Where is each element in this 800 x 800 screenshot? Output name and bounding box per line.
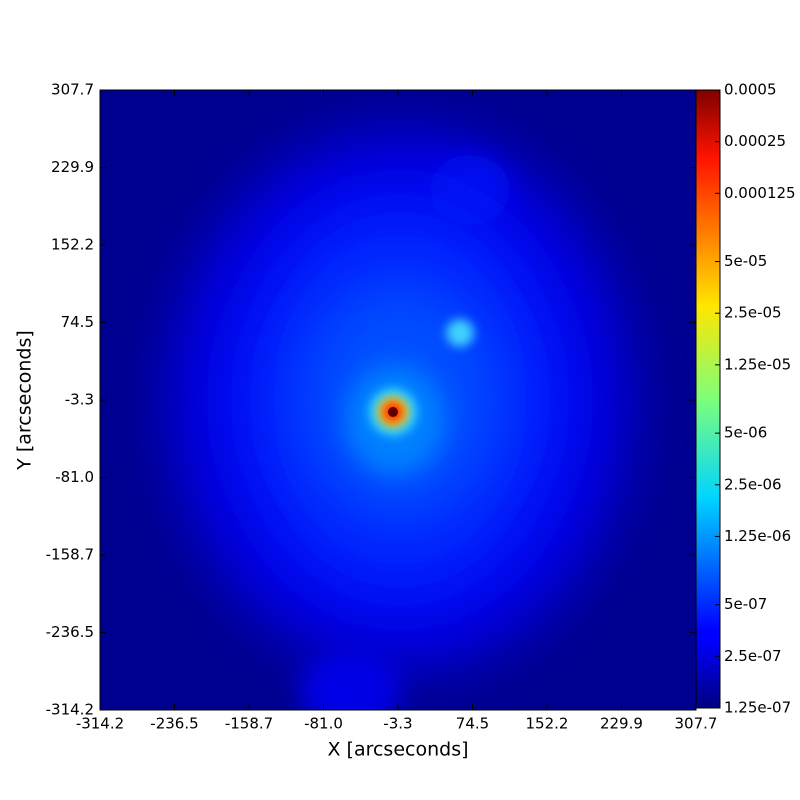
colorbar-tick-label: 2.5e-06 — [724, 475, 782, 493]
x-axis-label: X [arcseconds] — [327, 739, 468, 761]
colorbar-tick-label: 1.25e-05 — [724, 355, 791, 373]
x-tick-label: -81.0 — [304, 715, 343, 733]
x-tick-label: -3.3 — [383, 715, 412, 733]
colorbar-tick-label: 0.000125 — [724, 184, 796, 202]
y-tick-label: -158.7 — [46, 545, 94, 563]
y-tick-label: -81.0 — [55, 468, 94, 486]
colorbar-tick-label: 0.0005 — [724, 81, 777, 99]
y-tick-label: 74.5 — [61, 313, 94, 331]
colorbar-tick-label: 1.25e-07 — [724, 699, 791, 717]
x-tick-label: 152.2 — [525, 715, 568, 733]
colorbar-tick-label: 1.25e-06 — [724, 527, 791, 545]
colorbar-tick-label: 5e-05 — [724, 252, 767, 270]
colorbar-tick-label: 2.5e-05 — [724, 304, 782, 322]
x-tick-label: 307.7 — [675, 715, 718, 733]
x-tick-label: 74.5 — [456, 715, 489, 733]
y-axis-label: Y [arcseconds] — [14, 330, 36, 471]
y-tick-label: 152.2 — [51, 236, 94, 254]
colorbar-tick-label: 5e-06 — [724, 424, 767, 442]
y-tick-label: 229.9 — [51, 158, 94, 176]
x-tick-label: 229.9 — [600, 715, 643, 733]
y-tick-label: -3.3 — [65, 391, 94, 409]
colorbar-tick-label: 5e-07 — [724, 595, 767, 613]
y-tick-label: -236.5 — [46, 623, 94, 641]
y-tick-label: -314.2 — [46, 701, 94, 719]
y-tick-label: 307.7 — [51, 81, 94, 99]
colorbar-tick-label: 2.5e-07 — [724, 647, 782, 665]
x-tick-label: -314.2 — [76, 715, 124, 733]
colorbar — [695, 89, 721, 709]
x-tick-label: -158.7 — [225, 715, 273, 733]
heatmap-image — [100, 90, 696, 710]
x-tick-label: -236.5 — [150, 715, 198, 733]
colorbar-tick-label: 0.00025 — [724, 132, 786, 150]
